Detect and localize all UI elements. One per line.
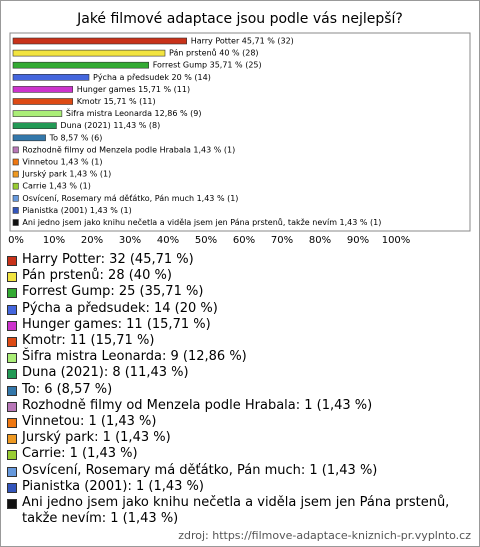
legend-item: Rozhodně filmy od Menzela podle Hrabala:… xyxy=(7,398,473,414)
source: zdroj: https://filmove-adaptace-kniznich… xyxy=(178,529,471,542)
bar xyxy=(12,61,149,69)
legend-label: Pýcha a předsudek: 14 (20 %) xyxy=(22,300,218,316)
legend-swatch xyxy=(7,288,17,299)
bar xyxy=(12,195,19,202)
bar-label: To 8,57 % (6) xyxy=(49,133,103,142)
bar xyxy=(12,98,73,105)
bar xyxy=(12,122,57,129)
bar xyxy=(12,134,46,142)
bar-label: Hunger games 15,71 % (11) xyxy=(77,85,190,94)
legend-swatch xyxy=(7,369,17,380)
legend-label: Pán prstenů: 28 (40 %) xyxy=(22,268,172,284)
bar-label: Pýcha a předsudek 20 % (14) xyxy=(93,73,211,82)
bar-label: Pianistka (2001) 1,43 % (1) xyxy=(22,206,131,215)
legend-label: Hunger games: 11 (15,71 %) xyxy=(22,316,211,332)
legend-item: Pianistka (2001): 1 (1,43 %) xyxy=(7,479,473,495)
x-tick-label: 70% xyxy=(271,235,293,246)
legend-label: Osvícení, Rosemary má děťátko, Pán much:… xyxy=(22,462,378,478)
x-tick-label: 20% xyxy=(81,235,103,246)
x-tick-label: 10% xyxy=(43,235,65,246)
legend-swatch xyxy=(7,466,17,477)
legend-swatch xyxy=(7,418,17,429)
legend-item: Vinnetou: 1 (1,43 %) xyxy=(7,414,473,430)
bar xyxy=(12,86,73,93)
legend-swatch xyxy=(7,450,17,461)
bar xyxy=(12,170,19,178)
bar xyxy=(12,207,19,214)
legend-item: Osvícení, Rosemary má děťátko, Pán much:… xyxy=(7,463,473,479)
bar-label: Osvícení, Rosemary má děťátko, Pán much … xyxy=(22,194,238,203)
legend-label: Rozhodně filmy od Menzela podle Hrabala:… xyxy=(22,397,373,413)
bar-label: Harry Potter 45,71 % (32) xyxy=(191,37,294,46)
legend-item: Carrie: 1 (1,43 %) xyxy=(7,446,473,462)
legend-label: Duna (2021): 8 (11,43 %) xyxy=(22,365,189,381)
bar xyxy=(12,49,166,57)
legend-swatch xyxy=(7,353,17,364)
bar-label: Jurský park 1,43 % (1) xyxy=(21,170,111,179)
bar-label: Carrie 1,43 % (1) xyxy=(22,182,90,191)
legend-label: Harry Potter: 32 (45,71 %) xyxy=(22,252,194,267)
legend-item: Duna (2021): 8 (11,43 %) xyxy=(7,365,473,381)
legend-label: Forrest Gump: 25 (35,71 %) xyxy=(22,284,204,300)
legend-swatch xyxy=(7,482,17,493)
bar xyxy=(12,219,19,226)
legend-label: Ani jedno jsem jako knihu nečetla a vidě… xyxy=(22,495,450,527)
x-tick-label: 0% xyxy=(8,235,24,246)
x-tick-label: 30% xyxy=(119,235,141,246)
bar-label: Vinnetou 1,43 % (1) xyxy=(22,158,102,167)
bar-label: Šifra mistra Leonarda 12,86 % (9) xyxy=(66,107,202,118)
x-tick-label: 40% xyxy=(157,235,179,246)
x-tick-label: 100% xyxy=(382,235,411,246)
legend-swatch xyxy=(7,256,17,266)
bar-label: Rozhodně filmy od Menzela podle Hrabala … xyxy=(22,145,235,154)
bar-label: Duna (2021) 11,43 % (8) xyxy=(60,121,160,130)
chart-title: Jaké filmové adaptace jsou podle vás nej… xyxy=(76,11,403,27)
legend: Harry Potter: 32 (45,71 %) Pán prstenů: 2… xyxy=(7,252,473,527)
x-tick-label: 80% xyxy=(309,235,331,246)
legend-item: Pýcha a předsudek: 14 (20 %) xyxy=(7,301,473,317)
chart: Jaké filmové adaptace jsou podle vás nej… xyxy=(8,11,471,246)
legend-item: Ani jedno jsem jako knihu nečetla a vidě… xyxy=(7,495,473,527)
legend-swatch xyxy=(7,272,17,283)
bar-label: Kmotr 15,71 % (11) xyxy=(77,97,156,106)
legend-swatch xyxy=(7,434,17,445)
legend-label: Kmotr: 11 (15,71 %) xyxy=(22,333,155,349)
bar-label: Ani jedno jsem jako knihu nečetla a vidě… xyxy=(22,217,381,227)
legend-label: Pianistka (2001): 1 (1,43 %) xyxy=(22,478,204,494)
bar xyxy=(12,37,187,45)
legend-item: Forrest Gump: 25 (35,71 %) xyxy=(7,284,473,300)
legend-swatch xyxy=(7,320,17,331)
legend-label: Carrie: 1 (1,43 %) xyxy=(22,446,138,462)
legend-label: To: 6 (8,57 %) xyxy=(22,381,113,397)
legend-item: Pán prstenů: 28 (40 %) xyxy=(7,268,473,284)
bar-label: Pán prstenů 40 % (28) xyxy=(169,48,259,58)
legend-label: Jurský park: 1 (1,43 %) xyxy=(22,430,171,446)
legend-swatch xyxy=(7,337,17,348)
bar xyxy=(12,158,19,166)
legend-item: Jurský park: 1 (1,43 %) xyxy=(7,430,473,446)
legend-item: Harry Potter: 32 (45,71 %) xyxy=(7,252,473,268)
bar xyxy=(12,146,19,154)
legend-item: Šifra mistra Leonarda: 9 (12,86 %) xyxy=(7,349,473,365)
plot-frame xyxy=(9,32,471,232)
legend-swatch xyxy=(7,304,17,315)
bar xyxy=(12,74,90,81)
legend-label: Vinnetou: 1 (1,43 %) xyxy=(22,414,157,430)
legend-swatch xyxy=(7,401,17,412)
bar xyxy=(12,182,19,190)
legend-swatch xyxy=(7,385,17,396)
legend-item: Kmotr: 11 (15,71 %) xyxy=(7,333,473,349)
x-tick-label: 90% xyxy=(347,235,369,246)
x-tick-label: 50% xyxy=(195,235,217,246)
legend-item: To: 6 (8,57 %) xyxy=(7,382,473,398)
bar-label: Forrest Gump 35,71 % (25) xyxy=(153,61,262,70)
bar xyxy=(12,110,63,117)
legend-item: Hunger games: 11 (15,71 %) xyxy=(7,317,473,333)
legend-swatch xyxy=(7,499,17,510)
legend-label: Šifra mistra Leonarda: 9 (12,86 %) xyxy=(22,349,247,365)
x-tick-label: 60% xyxy=(233,235,255,246)
